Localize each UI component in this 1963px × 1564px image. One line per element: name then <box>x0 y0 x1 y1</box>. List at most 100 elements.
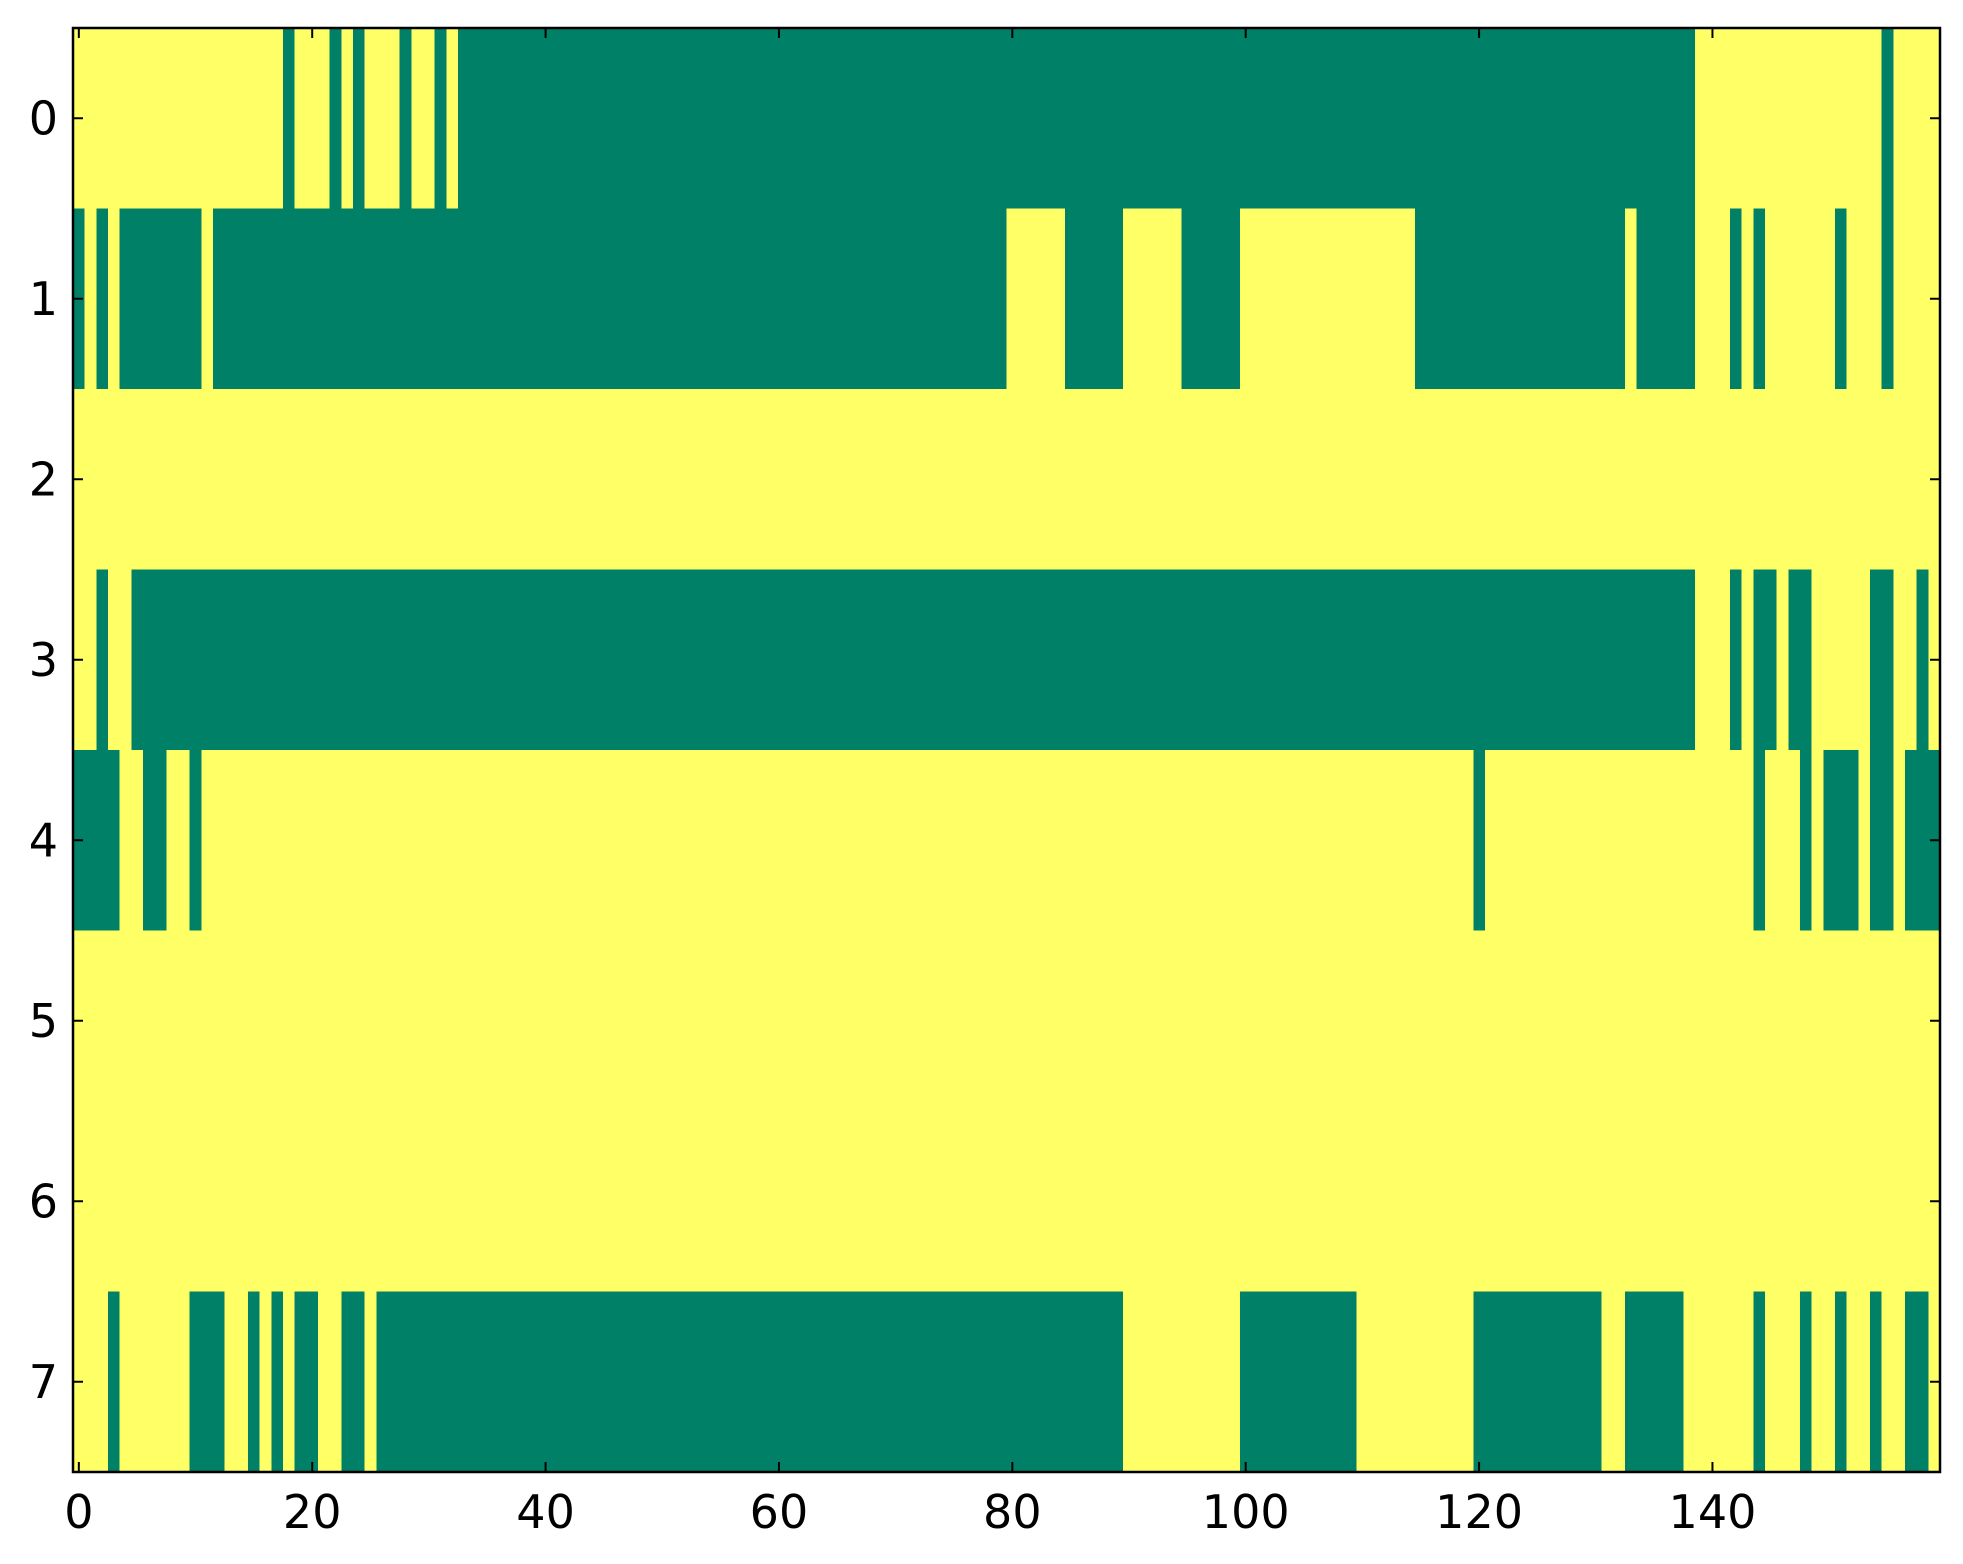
heatmap-cell <box>983 1291 996 1473</box>
heatmap-cell <box>493 208 506 390</box>
heatmap-cell <box>1018 569 1031 751</box>
heatmap-cell <box>656 28 669 210</box>
heatmap-cell <box>1589 28 1603 210</box>
heatmap-cell <box>1414 750 1428 932</box>
heatmap-cell <box>796 389 809 571</box>
heatmap-cell <box>283 569 296 751</box>
heatmap-cell <box>1193 208 1206 390</box>
heatmap-cell <box>1006 28 1019 210</box>
heatmap-cell <box>1893 930 1906 1112</box>
heatmap-cell <box>341 569 354 751</box>
heatmap-cell <box>329 750 342 932</box>
heatmap-cell <box>726 1111 739 1293</box>
heatmap-cell <box>259 1111 272 1293</box>
heatmap-cell <box>1718 569 1731 751</box>
heatmap-cell <box>423 28 436 210</box>
heatmap-cell <box>1298 389 1311 571</box>
heatmap-cell <box>353 1291 366 1473</box>
heatmap-cell <box>178 389 191 571</box>
heatmap-cell <box>1496 750 1509 932</box>
heatmap-cell <box>609 750 623 932</box>
heatmap-cell <box>1438 1291 1451 1473</box>
heatmap-cell <box>819 569 833 751</box>
heatmap-cell <box>1379 750 1393 932</box>
heatmap-cell <box>201 1111 214 1293</box>
heatmap-cell <box>1519 389 1533 571</box>
heatmap-cell <box>248 1291 261 1473</box>
heatmap-cell <box>516 1111 529 1293</box>
heatmap-cell <box>1181 569 1194 751</box>
heatmap-cell <box>819 1111 833 1293</box>
heatmap-cell <box>1029 750 1043 932</box>
heatmap-cell <box>878 208 891 390</box>
heatmap-cell <box>131 1111 144 1293</box>
heatmap-cell <box>1076 930 1089 1112</box>
heatmap-cell <box>1368 28 1381 210</box>
heatmap-cell <box>493 1291 506 1473</box>
heatmap-cell <box>749 750 763 932</box>
heatmap-cell <box>1473 208 1486 390</box>
heatmap-cell <box>329 1291 342 1473</box>
heatmap-cell <box>1869 1111 1883 1293</box>
heatmap-cell <box>574 1111 588 1293</box>
heatmap-cell <box>1414 1111 1428 1293</box>
heatmap-cell <box>1064 1291 1078 1473</box>
heatmap-cell <box>224 1291 237 1473</box>
heatmap-cell <box>1216 1111 1229 1293</box>
heatmap-cell <box>446 28 459 210</box>
heatmap-cell <box>1356 1111 1369 1293</box>
heatmap-cell <box>1729 930 1743 1112</box>
heatmap-cell <box>551 389 564 571</box>
heatmap-cell <box>143 569 156 751</box>
heatmap-cell <box>644 569 658 751</box>
heatmap-cell <box>1764 569 1778 751</box>
heatmap-cell <box>1834 1111 1848 1293</box>
heatmap-cell <box>668 930 681 1112</box>
heatmap-cell <box>574 28 588 210</box>
heatmap-cell <box>1088 28 1101 210</box>
heatmap-cell <box>586 1111 599 1293</box>
heatmap-cell <box>1508 750 1521 932</box>
heatmap-cell <box>971 930 984 1112</box>
heatmap-cell <box>248 389 261 571</box>
heatmap-cell <box>1029 208 1043 390</box>
heatmap-cell <box>108 750 121 932</box>
heatmap-cell <box>469 750 483 932</box>
heatmap-cell <box>574 1291 588 1473</box>
heatmap-cell <box>854 28 868 210</box>
heatmap-cell <box>504 28 518 210</box>
heatmap-cell <box>399 208 412 390</box>
heatmap-cell <box>1029 930 1043 1112</box>
heatmap-cell <box>1869 208 1883 390</box>
heatmap-cell <box>1064 389 1078 571</box>
heatmap-cell <box>1426 750 1439 932</box>
heatmap-cell <box>1473 750 1486 932</box>
heatmap-cell <box>1053 750 1066 932</box>
heatmap-cell <box>1426 208 1439 390</box>
heatmap-cell <box>1683 208 1696 390</box>
heatmap-cell <box>1286 1291 1299 1473</box>
heatmap-cell <box>399 1111 412 1293</box>
heatmap-cell <box>329 208 342 390</box>
heatmap-cell <box>399 750 412 932</box>
heatmap-cell <box>1403 1291 1416 1473</box>
heatmap-cell <box>306 1291 319 1473</box>
heatmap-cell <box>1601 750 1614 932</box>
heatmap-cell <box>1508 569 1521 751</box>
heatmap-cell <box>1648 930 1661 1112</box>
plot-frame <box>71 26 1942 1474</box>
heatmap-cell <box>1473 569 1486 751</box>
heatmap-cell <box>539 389 553 571</box>
heatmap-cell <box>516 1291 529 1473</box>
heatmap-cell <box>189 1291 202 1473</box>
heatmap-cell <box>878 569 891 751</box>
heatmap-cell <box>1239 208 1253 390</box>
heatmap-cell <box>376 1291 389 1473</box>
heatmap-cell <box>1589 389 1603 571</box>
heatmap-cell <box>1286 389 1299 571</box>
heatmap-cell <box>959 28 973 210</box>
heatmap-cell <box>516 750 529 932</box>
heatmap-cell <box>493 930 506 1112</box>
heatmap-cell <box>318 1291 331 1473</box>
heatmap-cell <box>1193 389 1206 571</box>
